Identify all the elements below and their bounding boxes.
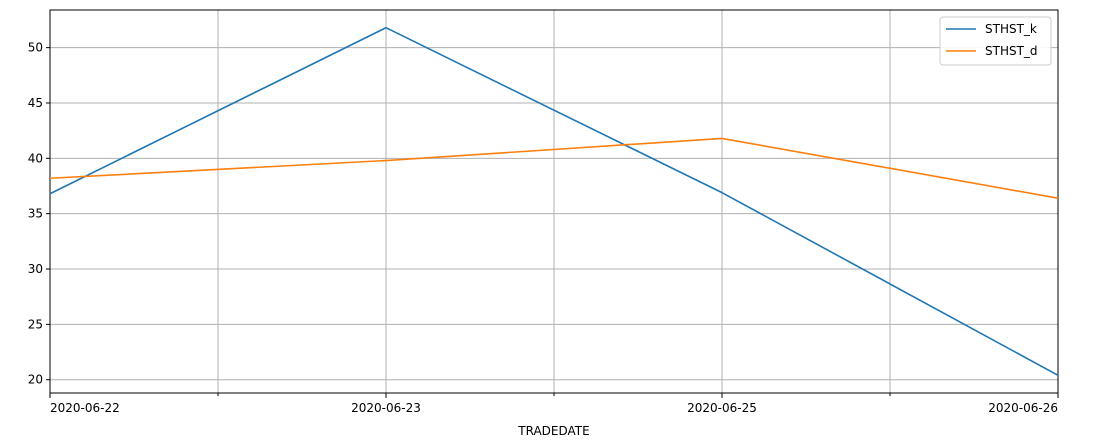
series-line-sthst-k bbox=[49, 26, 1059, 376]
x-tick-label: 2020-06-25 bbox=[687, 401, 757, 415]
series-line-sthst-d bbox=[49, 137, 1059, 199]
y-tick-label: 35 bbox=[28, 207, 43, 221]
x-tick-label: 2020-06-26 bbox=[988, 401, 1058, 415]
legend-entry-sthst-k: STHST_k bbox=[985, 22, 1037, 36]
y-tick-label: 30 bbox=[28, 262, 43, 276]
y-tick-label: 25 bbox=[28, 317, 43, 331]
x-tick-label: 2020-06-23 bbox=[351, 401, 421, 415]
x-axis: 2020-06-22 2020-06-23 2020-06-25 2020-06-26 bbox=[49, 393, 1059, 415]
legend-entry-sthst-d: STHST_d bbox=[985, 44, 1038, 58]
series-layer bbox=[49, 26, 1059, 376]
y-tick-label: 40 bbox=[28, 151, 43, 165]
x-axis-title: TRADEDATE bbox=[517, 424, 589, 438]
y-tick-label: 20 bbox=[28, 373, 43, 387]
x-tick-label: 2020-06-22 bbox=[50, 401, 120, 415]
legend: STHST_k STHST_d bbox=[939, 16, 1052, 66]
y-axis: 20 25 30 35 40 45 50 bbox=[28, 41, 50, 387]
y-tick-label: 45 bbox=[28, 96, 43, 110]
y-tick-label: 50 bbox=[28, 41, 43, 55]
grid bbox=[49, 10, 1059, 393]
